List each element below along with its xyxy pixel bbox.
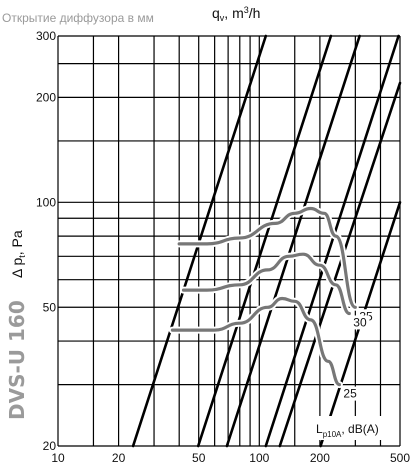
noise-curve (170, 296, 341, 387)
noise-curve (177, 206, 357, 309)
x-axis-label: qv, m3/h (212, 5, 260, 23)
legend-box (306, 416, 398, 440)
y-tick-label: 200 (36, 90, 56, 104)
legend: Lp10A, dB(A) (306, 416, 398, 440)
model-label: DVS-U 160 (5, 300, 29, 420)
x-tick-label: 100 (249, 451, 269, 465)
pressure-line (196, 34, 333, 448)
y-tick-label: 20 (43, 439, 57, 453)
x-tick-label: 20 (112, 451, 126, 465)
pressure-line (225, 34, 361, 448)
noise-curve (181, 252, 351, 316)
pressure-line (264, 34, 400, 448)
y-tick-label: 300 (36, 29, 56, 43)
legend-label: Lp10A, dB(A) (316, 422, 379, 439)
noise-label-bg (341, 386, 360, 401)
y-tick-label: 100 (36, 195, 56, 209)
x-tick-label: 500 (390, 451, 410, 465)
noise-curve-label: 30 (353, 315, 367, 329)
x-tick-label: 50 (192, 451, 206, 465)
noise-curve-label: 25 (343, 387, 357, 401)
noise-curves: 353025 (168, 204, 376, 401)
pressure-line (278, 81, 402, 448)
x-tick-label: 200 (310, 451, 330, 465)
y-axis-label: Δ pt, Pa (9, 230, 27, 278)
noise-label-bg (351, 315, 370, 330)
x-tick-label: 10 (51, 451, 65, 465)
grid (57, 35, 401, 447)
chart-subtitle: Открытие диффузора в мм (2, 11, 154, 25)
y-tick-label: 50 (43, 300, 57, 314)
